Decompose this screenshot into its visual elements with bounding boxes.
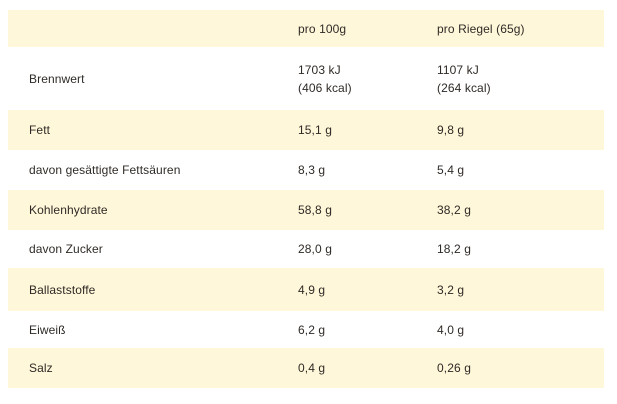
table-row-sugar: davon Zucker 28,0 g 18,2 g [8, 230, 604, 268]
table-header-row: pro 100g pro Riegel (65g) [8, 10, 604, 47]
value-per-100g: 8,3 g [298, 163, 326, 177]
energy-kcal-per-bar: (264 kcal) [437, 80, 491, 95]
energy-kj-per-bar: 1107 kJ [437, 62, 479, 77]
value-per-100g: 0,4 g [298, 361, 326, 375]
value-per-bar: 18,2 g [437, 242, 471, 256]
row-label: Brennwert [29, 71, 85, 86]
row-label: Salz [29, 361, 53, 375]
table-row-fat: Fett 15,1 g 9,8 g [8, 110, 604, 150]
row-label: davon gesättigte Fettsäuren [29, 163, 181, 177]
value-per-100g: 4,9 g [298, 282, 326, 297]
table-row-energy: Brennwert 1703 kJ (406 kcal) 1107 kJ (26… [8, 47, 604, 110]
row-label: Fett [29, 123, 51, 137]
row-label: Ballaststoffe [29, 282, 96, 297]
energy-per-bar: 1107 kJ (264 kcal) [416, 61, 604, 97]
value-per-bar: 3,2 g [437, 282, 465, 297]
header-per-100g: pro 100g [298, 21, 347, 36]
row-label: Eiweiß [29, 322, 66, 337]
value-per-bar: 5,4 g [437, 163, 465, 177]
table-row-salt: Salz 0,4 g 0,26 g [8, 348, 604, 388]
header-per-bar: pro Riegel (65g) [437, 21, 525, 36]
nutrition-table: pro 100g pro Riegel (65g) Brennwert 1703… [8, 10, 604, 388]
row-label: davon Zucker [29, 242, 103, 256]
table-row-protein: Eiweiß 6,2 g 4,0 g [8, 311, 604, 348]
table-row-carbohydrates: Kohlenhydrate 58,8 g 38,2 g [8, 190, 604, 230]
table-row-saturated-fat: davon gesättigte Fettsäuren 8,3 g 5,4 g [8, 150, 604, 190]
value-per-bar: 9,8 g [437, 123, 465, 137]
value-per-bar: 4,0 g [437, 322, 465, 337]
value-per-100g: 58,8 g [298, 203, 332, 217]
row-label: Kohlenhydrate [29, 203, 108, 217]
value-per-100g: 15,1 g [298, 123, 332, 137]
value-per-bar: 0,26 g [437, 361, 471, 375]
energy-kcal-per-100g: (406 kcal) [298, 80, 352, 95]
value-per-100g: 28,0 g [298, 242, 332, 256]
value-per-bar: 38,2 g [437, 203, 471, 217]
table-row-fiber: Ballaststoffe 4,9 g 3,2 g [8, 268, 604, 311]
energy-kj-per-100g: 1703 kJ [298, 62, 341, 77]
energy-per-100g: 1703 kJ (406 kcal) [277, 61, 416, 97]
value-per-100g: 6,2 g [298, 322, 326, 337]
